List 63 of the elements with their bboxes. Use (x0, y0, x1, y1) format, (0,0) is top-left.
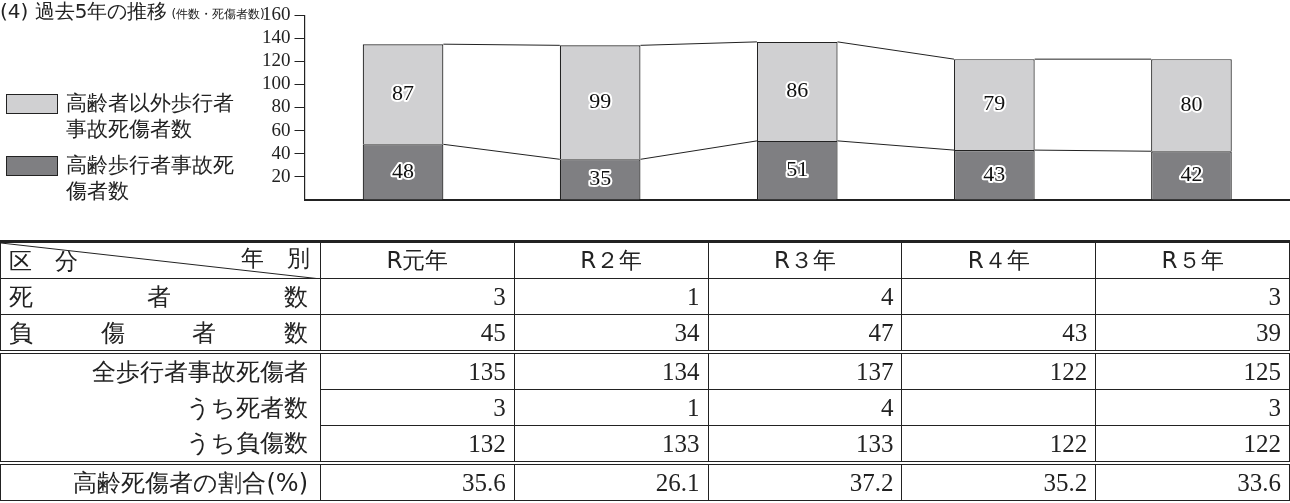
text: 区 分 (9, 247, 78, 276)
y-tick-label: 100 (262, 72, 291, 94)
category-label: R３年 (708, 241, 902, 279)
category-label: R４年 (901, 241, 1096, 279)
category-label: R元年 (320, 241, 515, 279)
data-label: 79 (983, 90, 1006, 116)
data-label: 3 (320, 389, 515, 426)
data-label: 137 (708, 352, 902, 390)
text: 死者数 (0, 278, 321, 315)
data-label: 87 (392, 80, 415, 106)
chart-subtitle: (件数・死傷者数) (171, 7, 265, 21)
data-label: 3 (1095, 389, 1290, 426)
data-label: 4 (708, 278, 902, 315)
data-label: 122 (901, 425, 1096, 463)
text: 高齢死傷者の割合(%) (0, 463, 321, 501)
text: うち死者数 (0, 389, 321, 426)
category-label: R２年 (514, 241, 709, 279)
data-label: 3 (1095, 278, 1290, 315)
data-label: 37.2 (708, 463, 902, 501)
data-label: 133 (514, 425, 709, 463)
data-label: 1 (514, 278, 709, 315)
data-label: 80 (1180, 90, 1203, 116)
data-label: 125 (1095, 352, 1290, 390)
data-label: 134 (514, 352, 709, 390)
data-label: 122 (1095, 425, 1290, 463)
data-label: 47 (708, 314, 902, 352)
y-tick-label: 60 (271, 118, 291, 140)
data-label: 43 (901, 314, 1096, 352)
data-label: 86 (786, 77, 809, 103)
data-label: 35.2 (901, 463, 1096, 501)
data-label: 42 (1180, 161, 1203, 187)
data-label: 45 (320, 314, 515, 352)
text: (4) 過去5年の推移 (0, 0, 168, 23)
category-label: R５年 (1095, 241, 1290, 279)
y-tick-label: 20 (271, 164, 291, 186)
y-tick-label: 140 (262, 26, 291, 48)
legend-label: 高齢歩行者事故死傷者数 (66, 152, 235, 204)
data-label: 51 (786, 156, 809, 182)
text: うち負傷数 (0, 425, 321, 463)
legend-label: 高齢者以外歩行者事故死傷者数 (66, 90, 235, 142)
y-tick-label: 120 (262, 49, 291, 71)
data-label: 35.6 (320, 463, 515, 501)
data-label: 1 (514, 389, 709, 426)
data-label: 35 (589, 165, 612, 191)
text: 全歩行者事故死傷者 (0, 352, 321, 390)
data-label: 122 (901, 352, 1096, 390)
data-label: 99 (589, 88, 612, 114)
data-label: 133 (708, 425, 902, 463)
text: 負傷者数 (0, 314, 321, 352)
text: 年 別 (241, 244, 310, 273)
data-label: 3 (320, 278, 515, 315)
data-label: 132 (320, 425, 515, 463)
data-label: 33.6 (1095, 463, 1290, 501)
data-label: 39 (1095, 314, 1290, 352)
data-label: 135 (320, 352, 515, 390)
y-tick-label: 160 (262, 3, 291, 25)
data-label: 26.1 (514, 463, 709, 501)
data-label: 4 (708, 389, 902, 426)
y-tick-label: 80 (271, 95, 291, 117)
data-label: 34 (514, 314, 709, 352)
data-label: 43 (983, 160, 1006, 186)
y-tick-label: 40 (271, 141, 291, 163)
data-label: 48 (392, 157, 415, 183)
